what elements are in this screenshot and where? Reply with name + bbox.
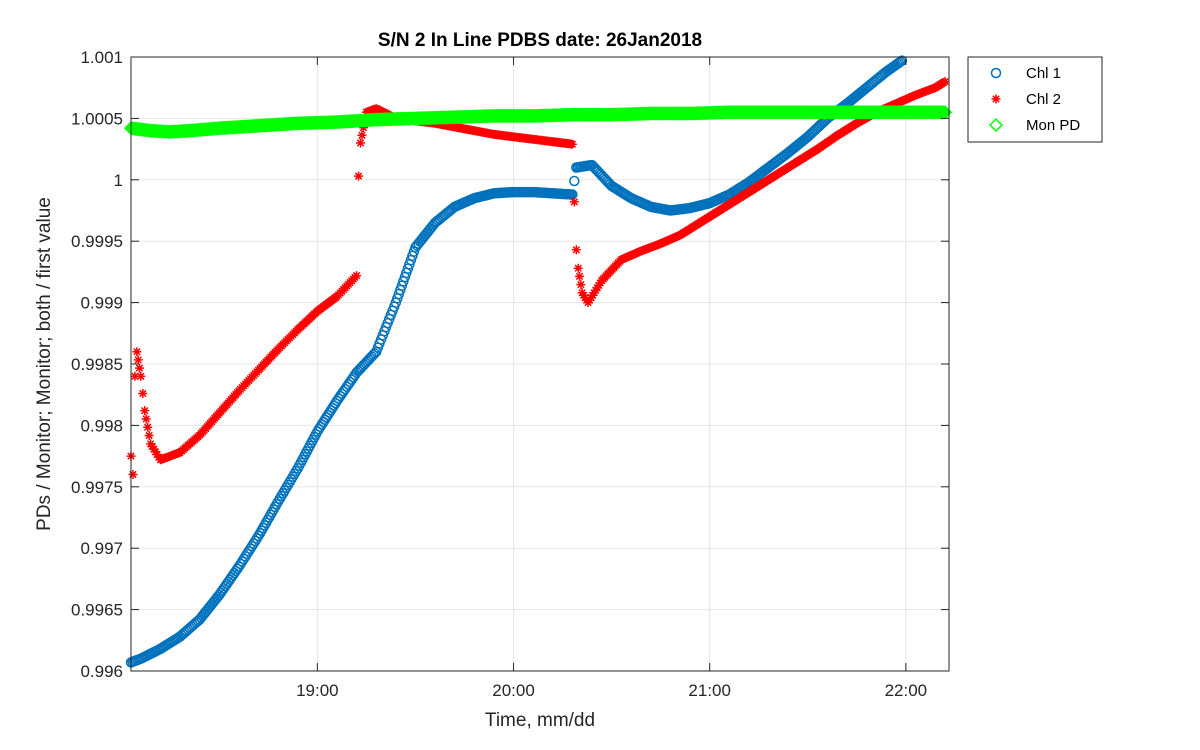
y-tick-label: 0.996	[80, 662, 123, 681]
data-point	[576, 280, 586, 290]
data-point	[933, 105, 948, 120]
data-point	[896, 55, 908, 66]
data-point	[141, 414, 151, 424]
data-point	[136, 371, 146, 381]
y-tick-label: 0.997	[80, 539, 123, 558]
data-point	[354, 171, 364, 181]
data-point	[575, 271, 585, 281]
data-point	[573, 263, 583, 273]
data-point	[369, 348, 380, 359]
data-point	[249, 535, 261, 547]
data-point	[236, 556, 248, 567]
data-point	[246, 540, 258, 552]
data-point	[251, 533, 263, 544]
x-tick-label: 19:00	[296, 681, 339, 700]
chart-title: S/N 2 In Line PDBS date: 26Jan2018	[378, 30, 702, 51]
data-point	[133, 355, 143, 365]
y-tick-label: 0.9965	[71, 601, 123, 620]
y-tick-label: 0.998	[80, 416, 123, 435]
x-axis-label: Time, mm/dd	[485, 710, 595, 731]
x-tick-label: 20:00	[492, 681, 535, 700]
legend: Chl 1 Chl 2 Mon PD	[967, 56, 1103, 143]
data-point	[569, 197, 579, 207]
legend-marker	[990, 67, 1002, 79]
series-chl-2	[126, 77, 950, 480]
data-point	[932, 105, 947, 120]
legend-marker	[991, 94, 1001, 104]
data-point	[138, 388, 148, 398]
plot-data	[123, 55, 953, 668]
legend-marker	[988, 117, 1004, 133]
legend-box	[967, 56, 1103, 143]
y-tick-label: 0.9975	[71, 478, 123, 497]
data-point	[140, 406, 150, 416]
grid	[131, 56, 949, 672]
data-point	[569, 175, 580, 187]
x-tick-label: 21:00	[688, 681, 731, 700]
series-chl-1	[125, 55, 908, 668]
data-point	[233, 561, 245, 572]
data-point	[241, 548, 253, 560]
x-tick-label: 22:00	[885, 681, 928, 700]
data-point	[940, 77, 950, 87]
data-point	[367, 349, 379, 361]
y-tick-label: 1.0005	[71, 109, 123, 128]
data-point	[357, 130, 367, 140]
data-point	[248, 538, 259, 549]
data-point	[235, 558, 246, 570]
data-point	[571, 245, 581, 255]
data-point	[567, 139, 577, 149]
axis-ticks: 0.996 0.9965 0.997 0.9975 0.998 0.9985 0.999 0.…	[71, 48, 949, 700]
data-point	[144, 431, 154, 441]
y-tick-label: 1	[114, 171, 123, 190]
data-point	[358, 123, 368, 133]
data-point	[893, 57, 905, 69]
y-tick-label: 0.999	[80, 294, 123, 313]
data-point	[135, 363, 144, 373]
data-point	[128, 470, 138, 480]
data-point	[238, 553, 250, 565]
y-tick-label: 1.001	[80, 48, 123, 67]
data-point	[352, 271, 362, 281]
y-tick-label: 0.9995	[71, 232, 123, 251]
data-point	[130, 371, 140, 381]
data-point	[240, 551, 251, 562]
series-mon-pd	[123, 105, 953, 139]
y-tick-label: 0.9985	[71, 355, 123, 374]
legend-entry-label: Mon PD	[1026, 117, 1080, 134]
data-point	[245, 543, 256, 554]
data-point	[931, 105, 946, 120]
data-point	[243, 546, 254, 557]
data-point	[356, 138, 366, 148]
data-point	[132, 347, 142, 357]
data-point	[143, 422, 153, 432]
legend-entry-label: Chl 1	[1026, 65, 1061, 82]
y-axis-label: PDs / Monitor; Monitor; both / first val…	[34, 197, 55, 531]
legend-entry-label: Chl 2	[1026, 91, 1061, 108]
